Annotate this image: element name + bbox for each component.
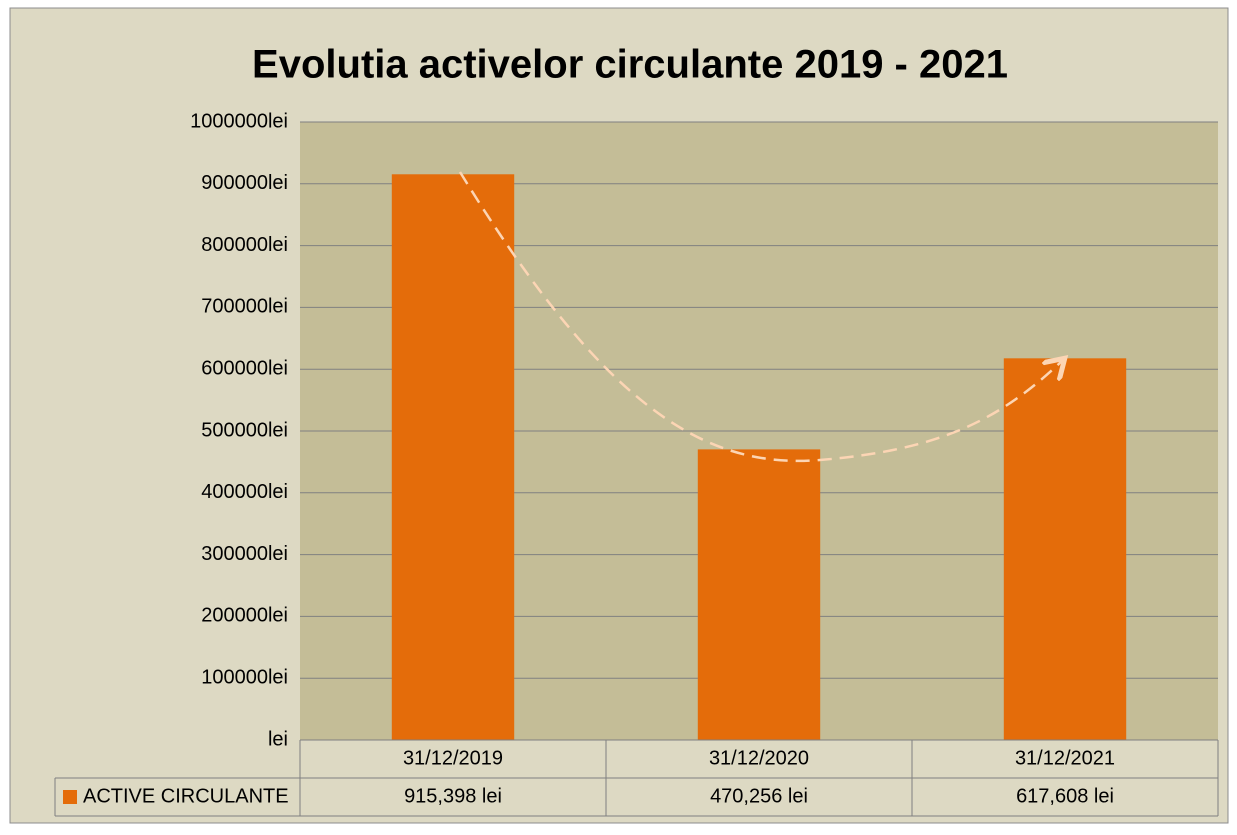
data-label: 617,608 lei [1016,785,1114,807]
data-label: 470,256 lei [710,785,808,807]
legend-key [63,790,77,804]
bar [697,449,821,740]
y-tick-label: 300000lei [201,543,288,565]
x-tick-label: 31/12/2020 [709,747,809,769]
y-tick-label: lei [268,728,288,750]
x-tick-label: 31/12/2021 [1015,747,1115,769]
y-tick-label: 700000lei [201,296,288,318]
trend-arrow [458,171,1063,463]
x-tick-label: 31/12/2019 [403,747,503,769]
y-tick-label: 600000lei [201,357,288,379]
y-tick-label: 400000lei [201,481,288,503]
y-tick-label: 500000lei [201,419,288,441]
legend-label: ACTIVE CIRCULANTE [83,785,289,807]
y-tick-label: 900000lei [201,172,288,194]
chart-title: Evolutia activelor circulante 2019 - 202… [252,43,1008,87]
bar [1003,358,1127,740]
y-tick-label: 100000lei [201,666,288,688]
y-tick-label: 800000lei [201,234,288,256]
y-tick-label: 200000lei [201,605,288,627]
y-tick-label: 1000000lei [190,110,288,132]
bar [391,174,515,740]
data-label: 915,398 lei [404,785,502,807]
